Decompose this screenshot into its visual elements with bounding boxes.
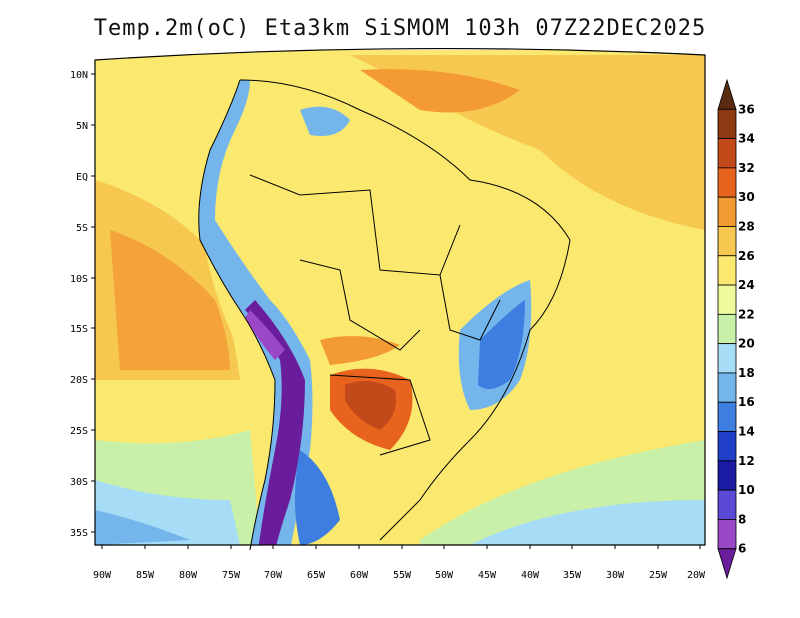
lon-label: 70W [264,570,283,581]
lon-label: 40W [521,570,540,581]
lon-label: 35W [563,570,582,581]
colorbar-swatch [717,372,737,403]
lon-label: 65W [307,570,326,581]
colorbar-swatch [717,548,737,580]
lat-label: 10S [70,274,88,285]
colorbar-swatch [717,284,737,315]
colorbar-label: 36 [738,102,755,116]
lon-label: 60W [350,570,369,581]
lat-label: 15S [70,324,88,335]
lon-label: 80W [179,570,198,581]
lat-label: 5N [76,121,88,132]
lat-label: 20S [70,375,88,386]
country-borders [198,79,571,551]
colorbar-swatch [717,460,737,491]
colorbar-swatch [717,108,737,139]
colorbar-label: 16 [738,395,755,409]
map-frame [94,47,706,546]
colorbar-label: 26 [738,249,755,263]
lon-label: 90W [93,570,112,581]
lon-label: 20W [687,570,706,581]
lon-label: 85W [136,570,155,581]
colorbar-label: 30 [738,190,755,204]
colorbar-swatch [717,401,737,432]
lat-label: 10N [70,70,88,81]
colorbar-swatch [717,138,737,169]
colorbar-swatch [717,255,737,286]
colorbar-swatch [717,78,737,110]
colorbar-label: 28 [738,219,755,233]
lat-label: 30S [70,477,88,488]
lat-label: 25S [70,426,88,437]
colorbar-swatch [717,196,737,227]
colorbar-label: 8 [738,512,746,526]
map-title: Temp.2m(oC) Eta3km SiSMOM 103h 07Z22DEC2… [93,16,707,41]
colorbar-swatch [717,167,737,198]
colorbar-label: 14 [738,425,755,439]
colorbar-label: 10 [738,483,755,497]
colorbar-label: 24 [738,278,755,292]
lon-label: 50W [435,570,454,581]
latitude-axis: 10N 5N EQ 5S 10S 15S 20S 25S 30S 35S [70,70,95,539]
temperature-field [95,50,705,546]
colorbar-swatch [717,489,737,520]
colorbar-swatch [717,313,737,345]
colorbar-label: 6 [738,542,746,556]
colorbar-label: 20 [738,337,755,351]
colorbar-label: 18 [738,366,755,380]
colorbar-label: 22 [738,307,755,321]
lon-label: 30W [606,570,625,581]
colorbar-swatch [717,431,737,462]
longitude-axis: 90W 85W 80W 75W 70W 65W 60W 55W 50W 45W … [93,545,706,581]
colorbar-swatch [717,226,737,257]
colorbar-swatch [717,343,737,374]
lat-label: 35S [70,528,88,539]
lon-label: 45W [478,570,497,581]
lat-label: 5S [76,223,88,234]
colorbar-label: 34 [738,132,755,146]
colorbar-label: 12 [738,454,755,468]
colorbar-label: 32 [738,161,755,175]
colorbar-swatch [717,519,737,550]
colorbar: 36 34 32 30 28 26 24 22 20 18 16 14 12 10 8 6 [717,78,755,580]
lon-label: 25W [649,570,668,581]
lat-label: EQ [76,172,88,183]
lon-label: 75W [222,570,241,581]
lon-label: 55W [393,570,412,581]
